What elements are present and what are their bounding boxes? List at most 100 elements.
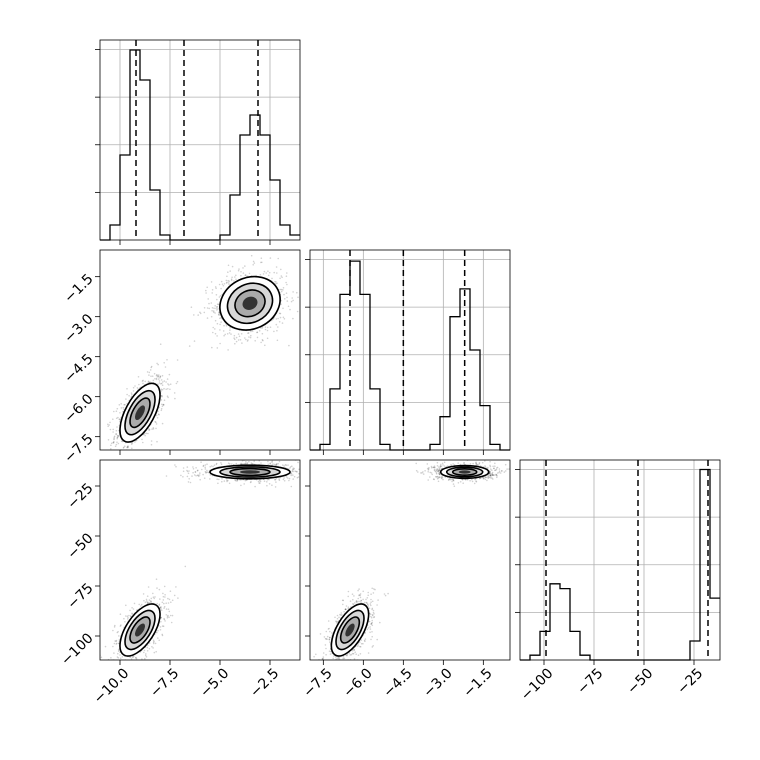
- sample-point: [208, 307, 210, 310]
- sample-point: [452, 479, 455, 481]
- sample-point: [160, 616, 162, 619]
- sample-point: [164, 620, 166, 622]
- sample-point: [347, 590, 350, 593]
- sample-point: [277, 462, 280, 465]
- sample-point: [367, 652, 370, 654]
- sample-point: [248, 272, 251, 275]
- sample-point: [267, 460, 269, 463]
- sample-point: [133, 602, 136, 605]
- sample-point: [182, 467, 185, 469]
- sample-point: [215, 287, 217, 290]
- sample-point: [170, 601, 172, 603]
- sample-point: [492, 474, 495, 476]
- sample-point: [108, 452, 110, 454]
- sample-point: [415, 469, 418, 472]
- sample-point: [238, 335, 241, 338]
- sample-point: [129, 455, 131, 457]
- sample-point: [155, 374, 158, 377]
- sample-point: [161, 374, 164, 377]
- sample-point: [357, 645, 359, 647]
- sample-point: [146, 371, 149, 373]
- sample-point: [420, 472, 422, 474]
- sample-point: [149, 600, 152, 602]
- sample-point: [193, 340, 196, 342]
- sample-point: [152, 428, 155, 430]
- sample-point: [163, 618, 166, 621]
- sample-point: [441, 462, 444, 465]
- sample-point: [245, 274, 247, 276]
- contour-line: [226, 282, 274, 325]
- sample-point: [370, 622, 373, 625]
- sample-point: [146, 646, 149, 649]
- sample-point: [371, 607, 374, 610]
- sample-point: [494, 469, 496, 472]
- sample-point: [207, 298, 209, 300]
- sample-point: [233, 334, 236, 337]
- sample-point: [168, 616, 170, 619]
- sample-point: [215, 307, 217, 310]
- sample-point: [351, 593, 354, 595]
- sample-point: [147, 432, 149, 435]
- sample-point: [144, 380, 146, 383]
- sample-point: [367, 605, 370, 607]
- sample-point: [167, 597, 169, 600]
- sample-point: [144, 601, 147, 603]
- sample-point: [152, 642, 155, 645]
- sample-point: [211, 346, 213, 349]
- sample-point: [142, 382, 144, 385]
- sample-point: [274, 478, 277, 481]
- sample-point: [158, 588, 161, 591]
- sample-point: [123, 662, 125, 664]
- sample-point: [168, 610, 171, 613]
- sample-point: [194, 471, 197, 473]
- sample-point: [212, 310, 215, 312]
- sample-point: [233, 280, 235, 282]
- sample-point: [328, 650, 331, 652]
- sample-point: [324, 644, 327, 646]
- sample-point: [237, 339, 240, 341]
- sample-point: [146, 600, 148, 602]
- sample-point: [164, 594, 166, 596]
- sample-point: [325, 638, 328, 640]
- sample-point: [220, 463, 223, 466]
- sample-point: [110, 657, 112, 659]
- sample-point: [192, 468, 195, 470]
- sample-point: [244, 265, 246, 267]
- sample-point: [254, 340, 256, 342]
- sample-point: [116, 663, 118, 665]
- sample-point: [292, 467, 295, 470]
- sample-point: [220, 462, 222, 464]
- sample-point: [168, 384, 170, 386]
- sample-point: [367, 627, 370, 629]
- sample-point: [331, 667, 333, 669]
- sample-point: [491, 471, 494, 474]
- sample-point: [489, 468, 492, 470]
- sample-point: [354, 651, 357, 653]
- sample-point: [112, 418, 114, 421]
- sample-point: [130, 669, 132, 671]
- sample-point: [327, 620, 330, 622]
- sample-point: [220, 287, 222, 290]
- sample-point: [153, 372, 156, 375]
- sample-point: [169, 383, 172, 386]
- sample-point: [273, 463, 276, 466]
- sample-point: [271, 277, 273, 280]
- sample-point: [441, 477, 443, 480]
- sample-point: [433, 478, 435, 481]
- sample-point: [115, 443, 118, 446]
- sample-point: [276, 272, 278, 274]
- sample-point: [337, 666, 339, 668]
- sample-point: [219, 317, 221, 320]
- sample-point: [107, 439, 110, 441]
- contour-line: [234, 289, 266, 318]
- sample-point: [258, 330, 261, 332]
- sample-point: [335, 620, 338, 623]
- sample-point: [265, 272, 268, 274]
- sample-point: [150, 366, 152, 369]
- density-panel-0: [95, 249, 301, 457]
- sample-point: [304, 467, 306, 469]
- sample-point: [113, 410, 115, 413]
- sample-point: [116, 434, 119, 437]
- panel-frame: [99, 249, 301, 451]
- sample-point: [489, 471, 491, 474]
